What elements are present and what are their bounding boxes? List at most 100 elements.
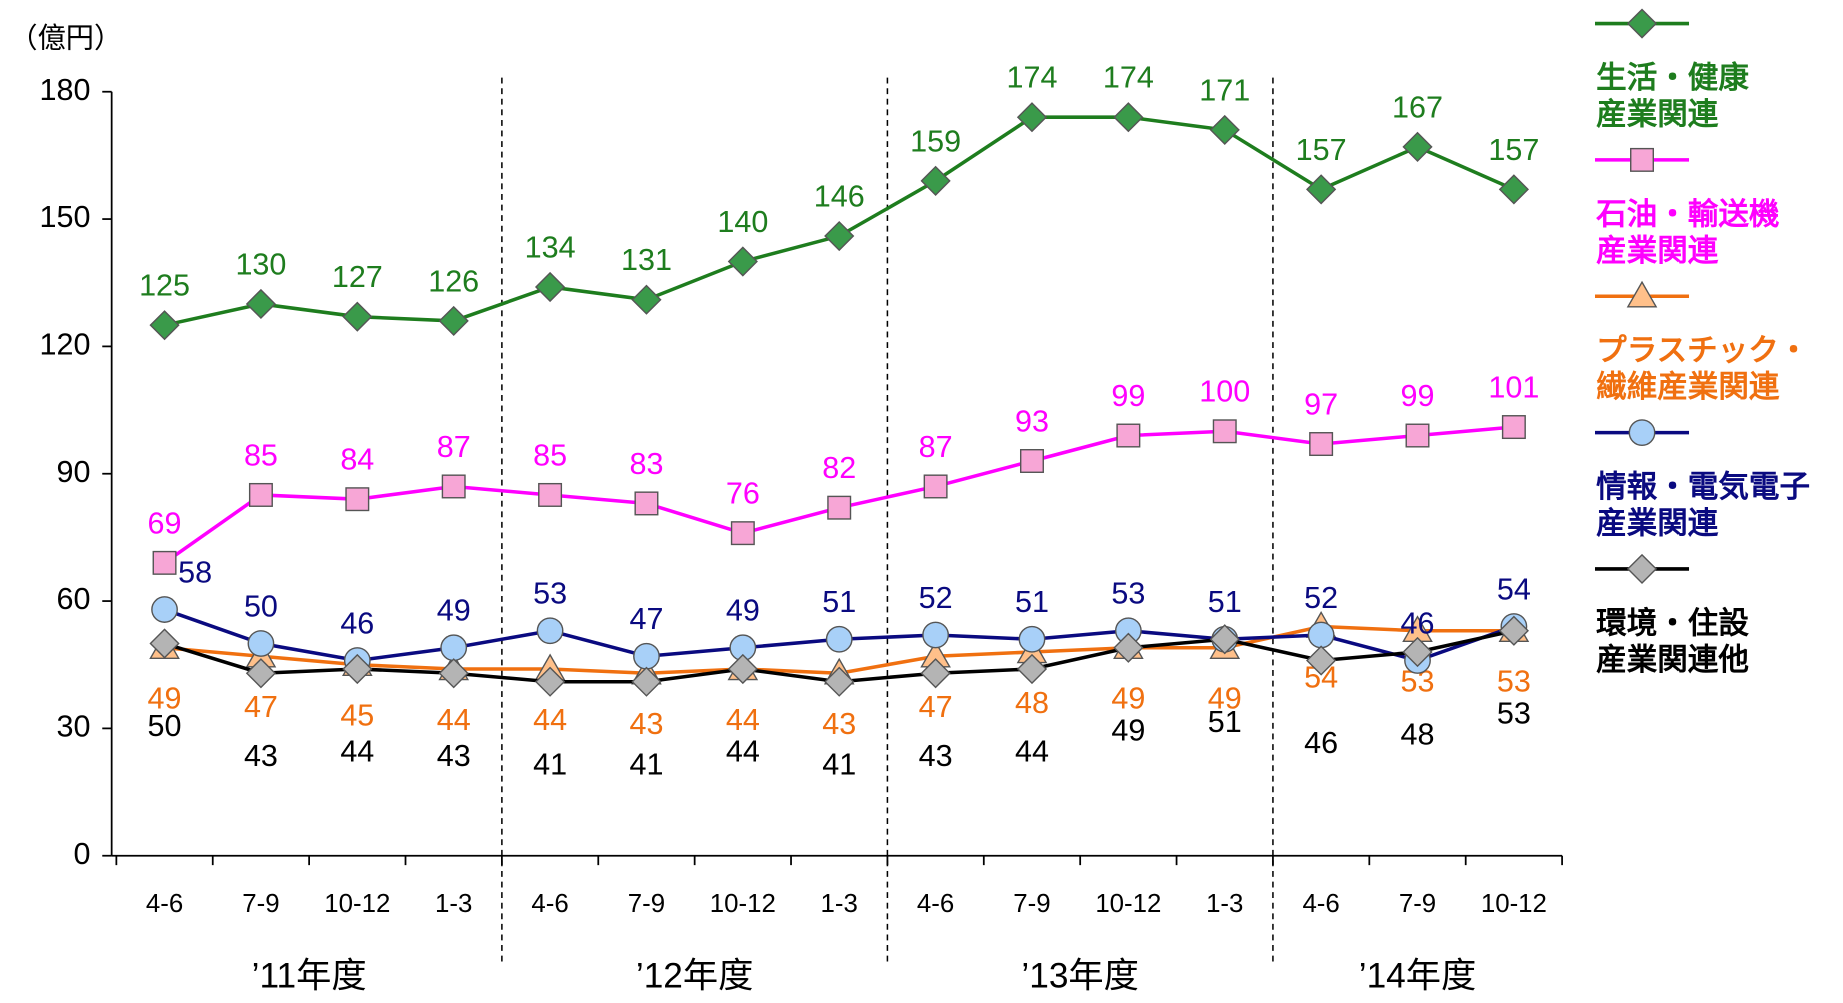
data-label: 159 [910,124,961,158]
data-label: 48 [1401,718,1435,752]
data-label: 49 [726,594,760,628]
data-label: 174 [1103,61,1154,95]
data-label: 53 [1111,577,1145,611]
data-label: 43 [629,707,663,741]
data-label: 146 [814,179,865,213]
marker [248,482,273,507]
x-tick-label: 7-9 [1013,890,1050,918]
legend-label: 石油・輸送機産業関連 [1595,197,1780,267]
data-label: 87 [919,430,953,464]
marker [1016,102,1048,133]
marker [149,310,180,341]
data-label: 157 [1488,133,1539,167]
marker [1307,621,1335,649]
x-tick-label: 4-6 [146,890,183,918]
data-label: 69 [148,506,182,540]
period-label: ’11年度 [252,956,367,995]
data-label: 101 [1488,370,1539,404]
marker [440,634,468,662]
data-label: 54 [1497,572,1531,606]
data-label: 157 [1296,133,1347,167]
x-tick-label: 4-6 [1302,890,1339,918]
data-label: 47 [244,690,278,724]
data-label: 44 [533,703,567,737]
y-tick-label: 60 [57,582,91,616]
data-label: 51 [1208,705,1242,739]
x-tick-label: 7-9 [628,890,665,918]
data-label: 130 [235,247,286,281]
data-label: 51 [1015,585,1049,619]
marker [1113,632,1144,663]
marker [1113,102,1144,133]
marker [631,284,662,315]
period-label: ’13年度 [1021,956,1139,995]
data-label: 52 [919,581,953,615]
marker [152,550,177,575]
marker [438,658,469,689]
marker [1016,653,1048,685]
marker [534,666,566,697]
marker [1116,423,1141,448]
data-label: 43 [244,739,278,773]
x-tick-label: 7-9 [242,890,279,918]
marker [727,653,758,685]
marker [1402,131,1433,163]
data-label: 125 [139,269,190,303]
x-tick-label: 1-3 [1206,890,1243,918]
marker [149,628,180,659]
data-label: 49 [437,594,471,628]
marker [827,495,852,520]
data-label: 140 [717,205,768,239]
marker [825,625,853,653]
data-label: 41 [533,747,567,781]
marker [920,658,951,689]
period-label: ’14年度 [1359,956,1477,995]
data-label: 48 [1015,686,1049,720]
data-label: 131 [621,243,672,277]
marker [727,246,758,277]
legend-label: プラスチック・繊維産業関連 [1596,334,1809,404]
data-label: 126 [428,264,479,298]
y-axis-unit: （億円） [9,21,122,53]
data-label: 167 [1392,90,1443,124]
y-tick-label: 30 [57,709,91,743]
marker [536,617,564,645]
marker [438,305,469,337]
marker [1405,423,1430,448]
y-tick-label: 180 [40,73,91,107]
x-tick-label: 4-6 [531,890,568,918]
data-label: 41 [822,747,856,781]
marker [1306,174,1337,205]
x-tick-label: 10-12 [1095,890,1161,918]
marker [631,666,662,697]
marker [1209,624,1240,655]
data-label: 127 [332,260,383,294]
marker [345,487,370,512]
data-label: 49 [1111,682,1145,716]
marker [730,521,755,546]
y-tick-label: 0 [74,837,91,871]
marker [923,474,948,499]
x-tick-label: 7-9 [1399,890,1436,918]
x-tick-label: 1-3 [821,890,858,918]
marker [1626,8,1658,39]
data-label: 46 [1401,606,1435,640]
marker [634,491,659,516]
data-label: 174 [1007,61,1058,95]
marker [633,642,660,670]
data-label: 134 [525,230,576,264]
data-label: 47 [919,690,953,724]
data-label: 93 [1015,404,1049,438]
data-label: 44 [1015,735,1049,769]
data-label: 97 [1304,387,1338,421]
marker [1212,419,1237,444]
marker [1498,174,1529,205]
marker [1630,147,1654,172]
marker [1626,280,1658,308]
marker [245,658,277,689]
y-tick-label: 90 [57,455,91,489]
y-tick-label: 120 [40,327,91,361]
data-label: 44 [726,703,760,737]
data-label: 82 [822,451,856,485]
